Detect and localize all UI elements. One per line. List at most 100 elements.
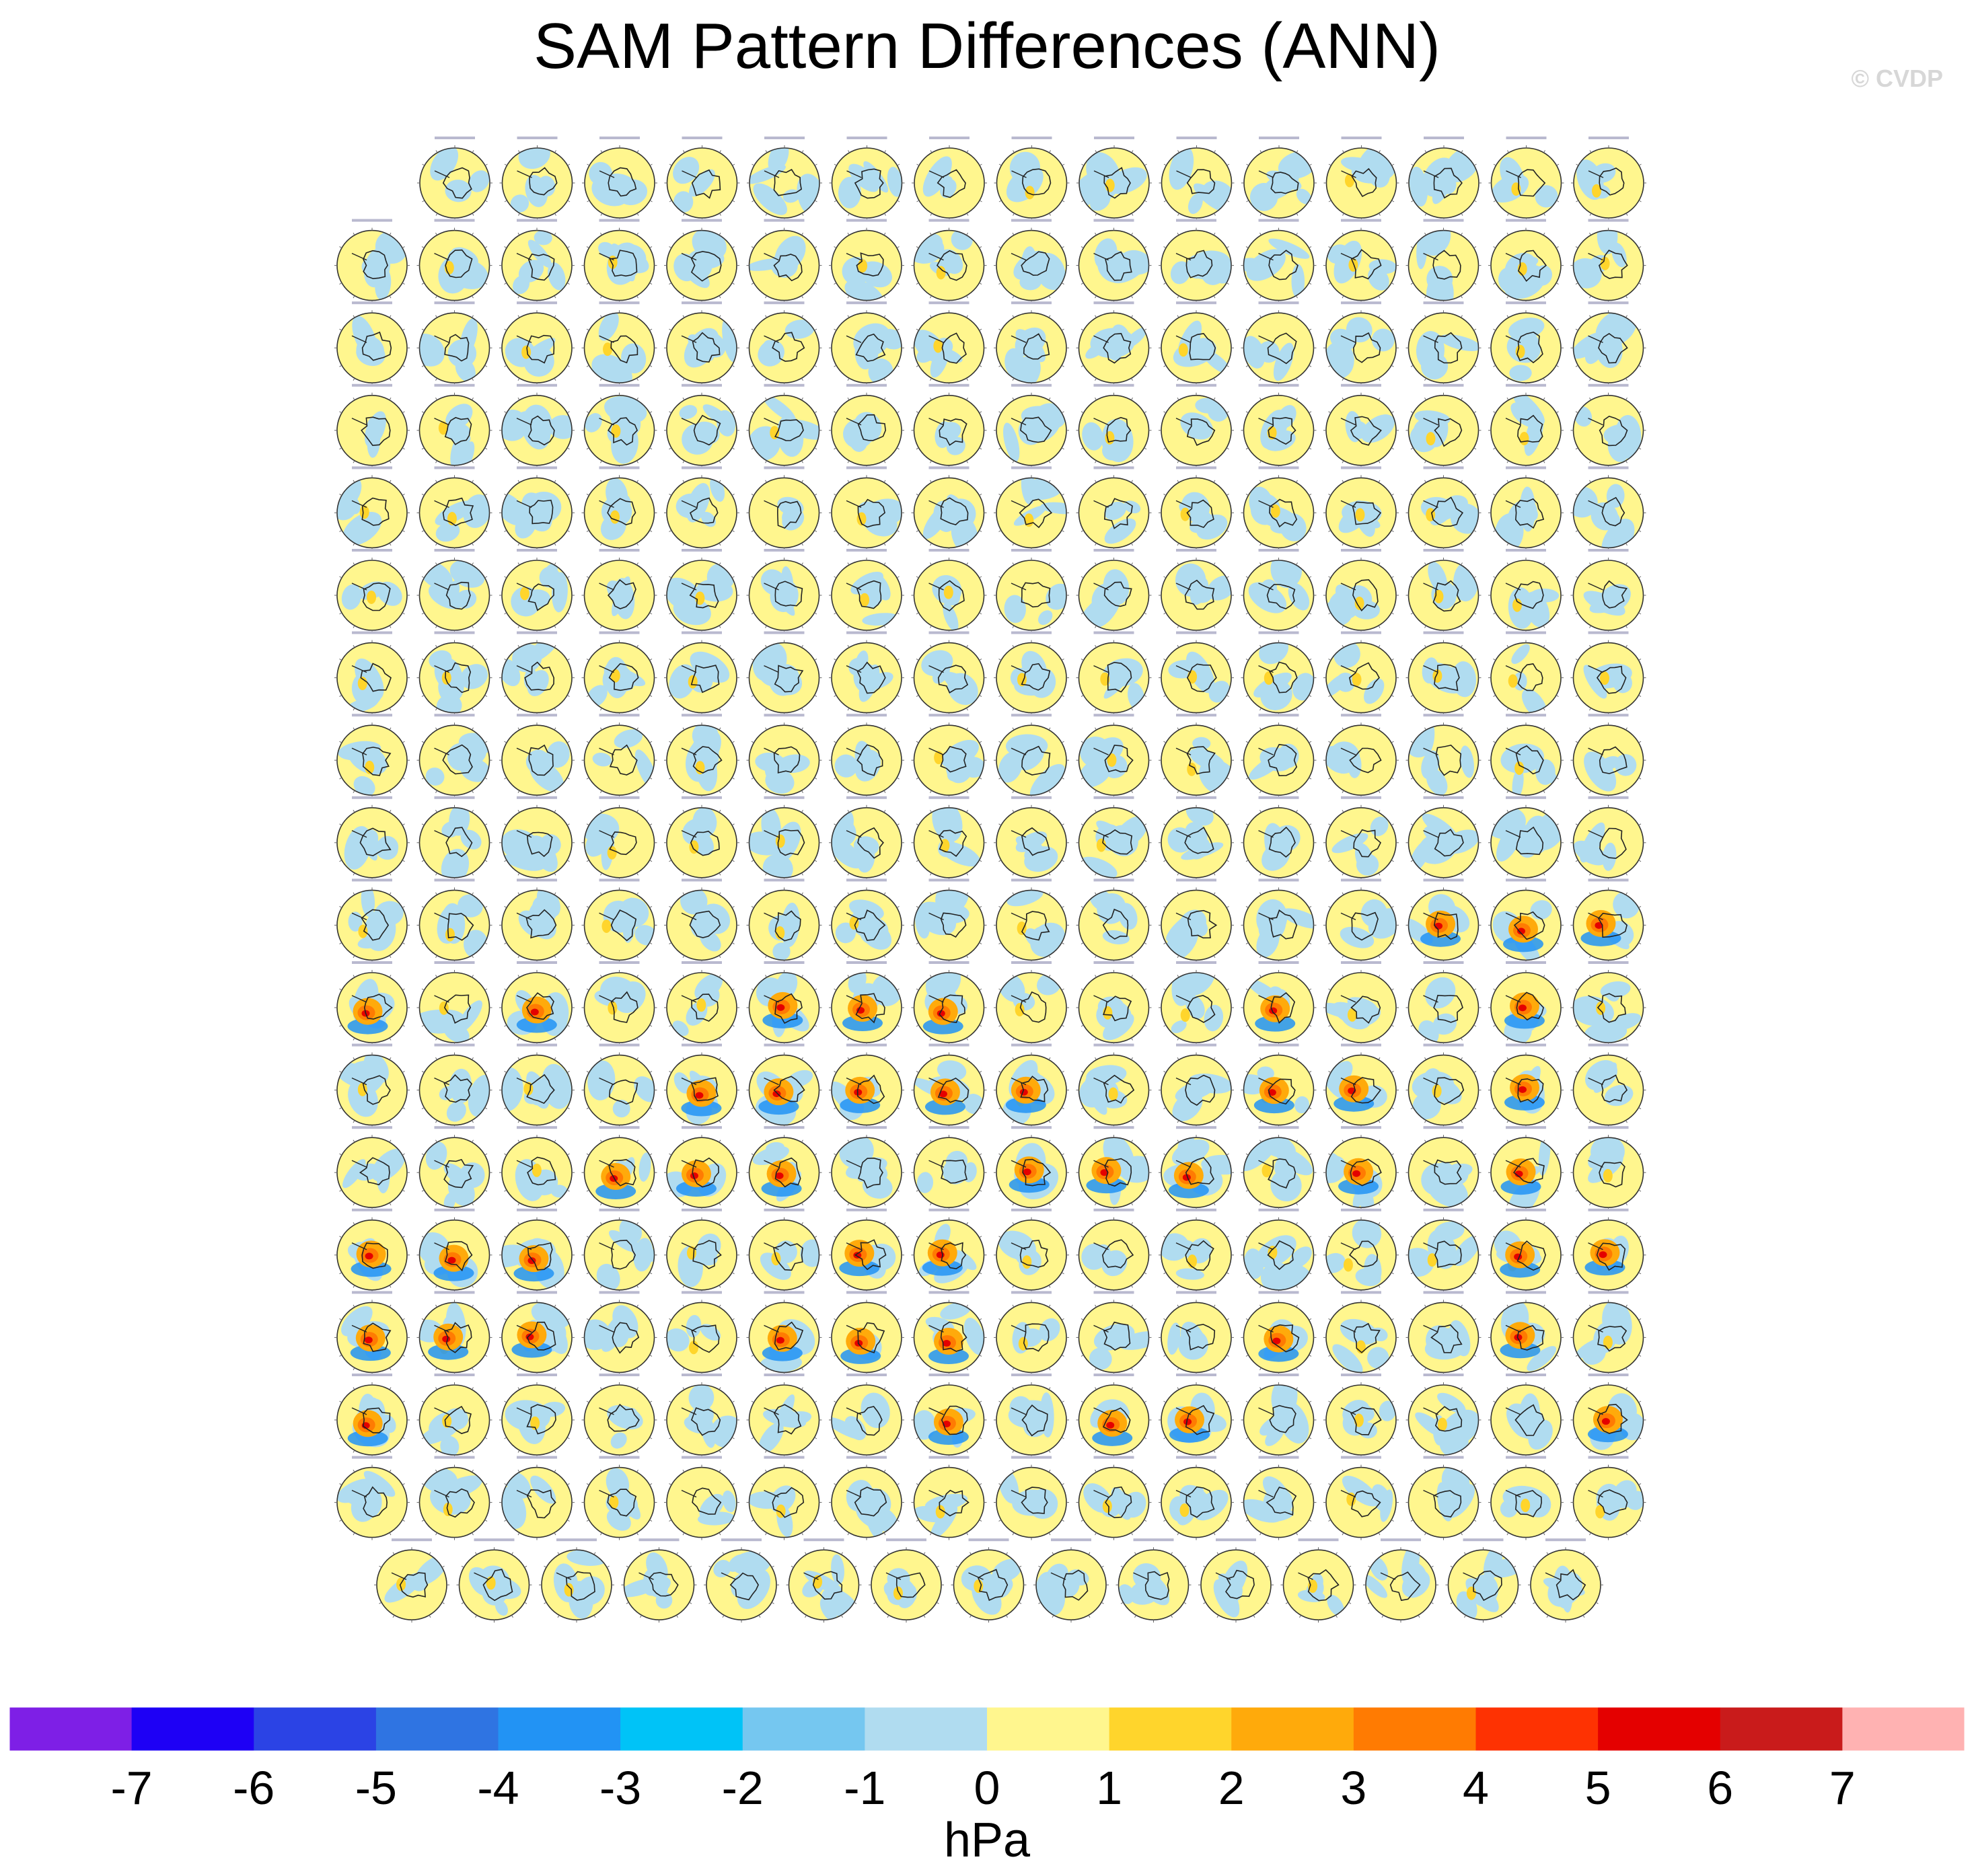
panel-caption [599, 1043, 640, 1047]
panel-caption [928, 1043, 970, 1047]
pattern-panel [1076, 961, 1152, 1045]
pattern-panel [1159, 961, 1234, 1045]
panel-caption [434, 1126, 475, 1129]
pattern-panel [1241, 631, 1317, 716]
colorbar-segment [375, 1707, 499, 1751]
panel-caption [599, 137, 640, 139]
pattern-panel [786, 1538, 862, 1623]
panel-caption [1011, 878, 1052, 882]
colorbar-tick-label: -7 [111, 1762, 153, 1814]
pattern-panel [581, 631, 657, 716]
pattern-panel [746, 1208, 822, 1293]
panel-caption [764, 466, 805, 470]
panel-caption [1051, 1538, 1091, 1542]
pattern-panel [829, 878, 904, 963]
panel-caption [1341, 714, 1381, 717]
pattern-panel [1405, 1126, 1482, 1211]
panel-caption [968, 1538, 1009, 1542]
panel-caption [352, 219, 392, 222]
panel-caption [434, 961, 475, 964]
pattern-panel [334, 1126, 410, 1211]
pattern-panel [581, 383, 657, 468]
pattern-panel [499, 466, 575, 551]
pattern-panel [1570, 1208, 1646, 1293]
pattern-panel [829, 631, 904, 716]
panel-caption [1011, 714, 1052, 717]
pattern-panel [1241, 1456, 1317, 1540]
pattern-panel [1241, 219, 1317, 303]
panel-caption [928, 549, 970, 552]
pattern-panel [499, 383, 575, 468]
pattern-panel [1241, 1043, 1317, 1128]
panel-caption [556, 1538, 597, 1542]
pattern-panel [1488, 466, 1564, 551]
panel-caption [352, 1208, 392, 1211]
panel-caption [434, 1291, 475, 1294]
panel-caption [846, 301, 887, 305]
panel-caption [434, 383, 475, 387]
pattern-panel [1159, 1043, 1234, 1128]
pattern-panel [664, 549, 739, 633]
colorbar-units-label: hPa [944, 1813, 1031, 1867]
colorbar-segment [865, 1707, 988, 1751]
pattern-panel [746, 1291, 822, 1376]
panel-caption [1341, 1374, 1381, 1376]
pattern-panel [499, 301, 575, 386]
panel-caption [1588, 796, 1629, 799]
panel-caption [599, 1208, 640, 1211]
pattern-panel [911, 1043, 987, 1128]
pattern-panel [1241, 961, 1317, 1045]
panel-caption [517, 796, 557, 799]
panel-caption [1011, 1126, 1052, 1129]
panel-caption [1506, 1291, 1546, 1294]
panel-caption [1258, 301, 1299, 305]
pattern-panel [746, 549, 822, 633]
panel-caption [1588, 961, 1629, 964]
pattern-panel [1159, 1374, 1234, 1458]
pattern-panel [746, 796, 822, 880]
panel-caption [1258, 796, 1299, 799]
panel-caption [1176, 137, 1217, 139]
panel-caption [1176, 878, 1216, 882]
panel-caption [1011, 1043, 1052, 1047]
pattern-panel [581, 466, 657, 551]
pattern-panel [374, 1538, 449, 1623]
pattern-panel [1570, 549, 1646, 633]
pattern-panel [911, 1456, 987, 1540]
pattern-panel [1570, 1291, 1646, 1376]
panel-caption [682, 961, 722, 964]
panel-caption [517, 466, 557, 470]
panel-caption [928, 219, 970, 222]
panel-caption [1093, 301, 1134, 305]
pattern-panel [582, 137, 657, 221]
pattern-panel [911, 714, 987, 798]
pattern-panel [664, 301, 739, 386]
panel-caption [846, 1043, 887, 1047]
panel-caption [1588, 1208, 1629, 1211]
panel-caption [1258, 1374, 1299, 1376]
panel-caption [1506, 466, 1546, 470]
panel-caption [1588, 137, 1629, 139]
pattern-panel [829, 466, 904, 551]
panel-caption [1423, 383, 1464, 387]
pattern-panel [334, 1208, 410, 1293]
panel-caption [1011, 137, 1052, 139]
panel-caption [434, 219, 475, 222]
panel-caption [682, 137, 723, 139]
panel-caption [434, 878, 475, 882]
panel-caption [928, 301, 970, 305]
colorbar-segment [742, 1707, 865, 1751]
panel-caption [1341, 631, 1381, 634]
pattern-panel [1323, 466, 1399, 551]
panel-caption [682, 1126, 722, 1129]
pattern-panel [1076, 383, 1152, 468]
colorbar-segment [498, 1707, 621, 1751]
pattern-panel [1076, 466, 1152, 551]
panel-caption [517, 383, 557, 387]
panel-caption [1423, 549, 1464, 552]
pattern-panel [416, 878, 492, 963]
pattern-panel [746, 1374, 822, 1458]
pattern-panel [581, 1043, 657, 1128]
panel-caption [1506, 631, 1546, 634]
chart-title: SAM Pattern Differences (ANN) [534, 10, 1440, 82]
